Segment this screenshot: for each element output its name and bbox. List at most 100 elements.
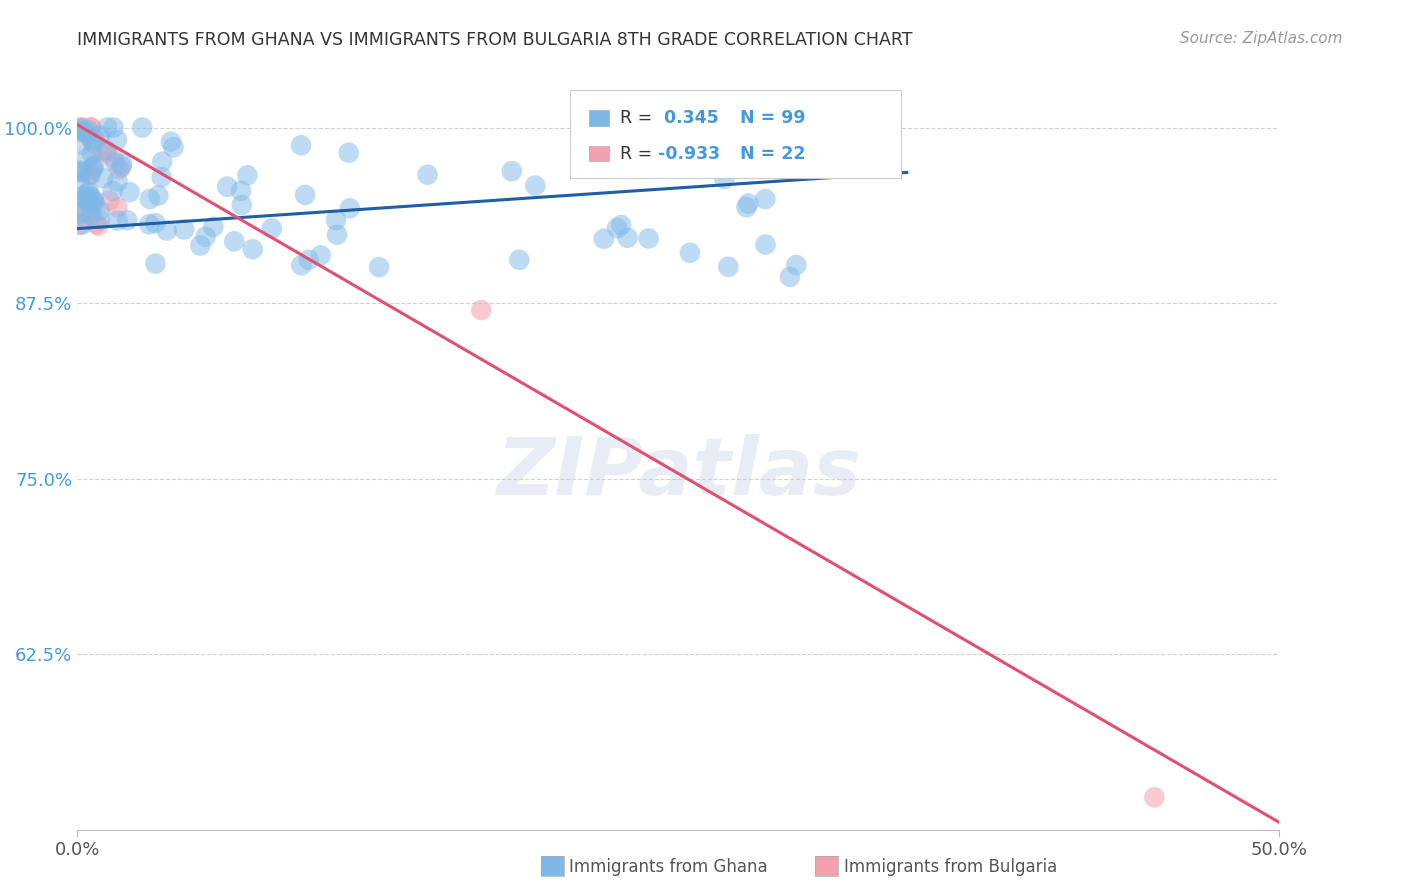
Point <box>117 213 139 227</box>
Point <box>217 179 239 194</box>
Point <box>606 221 628 235</box>
Point <box>143 216 166 230</box>
Point <box>107 213 129 227</box>
Point <box>70 209 93 223</box>
Point <box>150 170 173 185</box>
Point <box>75 192 97 206</box>
Point <box>103 120 125 135</box>
Point <box>202 219 225 234</box>
Point <box>616 230 638 244</box>
Point <box>72 189 94 203</box>
Point <box>91 144 114 158</box>
Point <box>80 161 103 175</box>
Point <box>89 203 111 218</box>
Point <box>194 229 217 244</box>
Text: 0.345: 0.345 <box>658 109 720 127</box>
Point <box>105 133 128 147</box>
Text: Immigrants from Bulgaria: Immigrants from Bulgaria <box>844 858 1057 876</box>
Point <box>70 120 93 135</box>
Point <box>79 168 101 182</box>
Point <box>508 252 530 267</box>
Point <box>70 204 93 219</box>
Point <box>470 303 492 318</box>
Point <box>77 185 100 199</box>
Point <box>75 125 97 139</box>
Point <box>82 161 104 176</box>
Point <box>368 260 391 274</box>
Point <box>79 168 101 182</box>
Point <box>156 223 179 237</box>
Point <box>76 128 98 142</box>
FancyBboxPatch shape <box>589 146 609 161</box>
Point <box>69 120 91 135</box>
Text: R =: R = <box>620 145 658 163</box>
Point <box>87 219 110 233</box>
Text: N = 22: N = 22 <box>740 145 806 163</box>
FancyBboxPatch shape <box>571 90 901 178</box>
Point <box>173 222 195 236</box>
Point <box>110 160 132 174</box>
Point <box>145 256 167 270</box>
Point <box>242 242 264 256</box>
Point <box>138 217 160 231</box>
Point <box>104 155 127 169</box>
Point <box>80 120 103 135</box>
Point <box>76 152 98 166</box>
Point <box>637 231 659 245</box>
Point <box>83 158 105 172</box>
Point <box>337 145 360 160</box>
Point <box>236 169 259 183</box>
Point <box>294 187 316 202</box>
Point <box>94 145 117 160</box>
Point <box>737 196 759 211</box>
Point <box>77 194 100 209</box>
Point <box>188 238 211 252</box>
Point <box>290 258 312 272</box>
Point <box>84 217 107 231</box>
Point <box>107 175 129 189</box>
Point <box>69 176 91 190</box>
Point <box>76 164 98 178</box>
Point <box>231 198 253 212</box>
Text: ZIPatlas: ZIPatlas <box>496 434 860 512</box>
Point <box>69 123 91 137</box>
Point <box>339 202 361 216</box>
Text: IMMIGRANTS FROM GHANA VS IMMIGRANTS FROM BULGARIA 8TH GRADE CORRELATION CHART: IMMIGRANTS FROM GHANA VS IMMIGRANTS FROM… <box>77 31 912 49</box>
Point <box>70 218 93 232</box>
Point <box>229 184 252 198</box>
Point <box>325 213 347 227</box>
Point <box>83 195 105 210</box>
Point <box>96 144 118 158</box>
Point <box>224 235 246 249</box>
Point <box>82 146 104 161</box>
Point <box>79 190 101 204</box>
Point <box>91 171 114 186</box>
Text: R =: R = <box>620 109 658 127</box>
Point <box>80 208 103 222</box>
Point <box>754 237 776 252</box>
Point <box>98 194 121 208</box>
Point <box>77 186 100 200</box>
Point <box>118 185 141 199</box>
Point <box>101 150 124 164</box>
Point <box>326 227 349 242</box>
Point <box>69 218 91 232</box>
Point <box>298 252 321 267</box>
Point <box>679 245 702 260</box>
Point <box>1143 790 1166 805</box>
Point <box>713 172 735 186</box>
Point <box>260 221 283 235</box>
Point <box>69 125 91 139</box>
Point <box>69 163 91 178</box>
Point <box>610 218 633 232</box>
Point <box>309 248 332 262</box>
Point <box>111 157 134 171</box>
Point <box>148 188 170 202</box>
Point <box>72 164 94 178</box>
Point <box>77 123 100 137</box>
Point <box>82 196 104 211</box>
Point <box>80 208 103 222</box>
Point <box>101 184 124 198</box>
Point <box>290 138 312 153</box>
Point <box>83 136 105 150</box>
